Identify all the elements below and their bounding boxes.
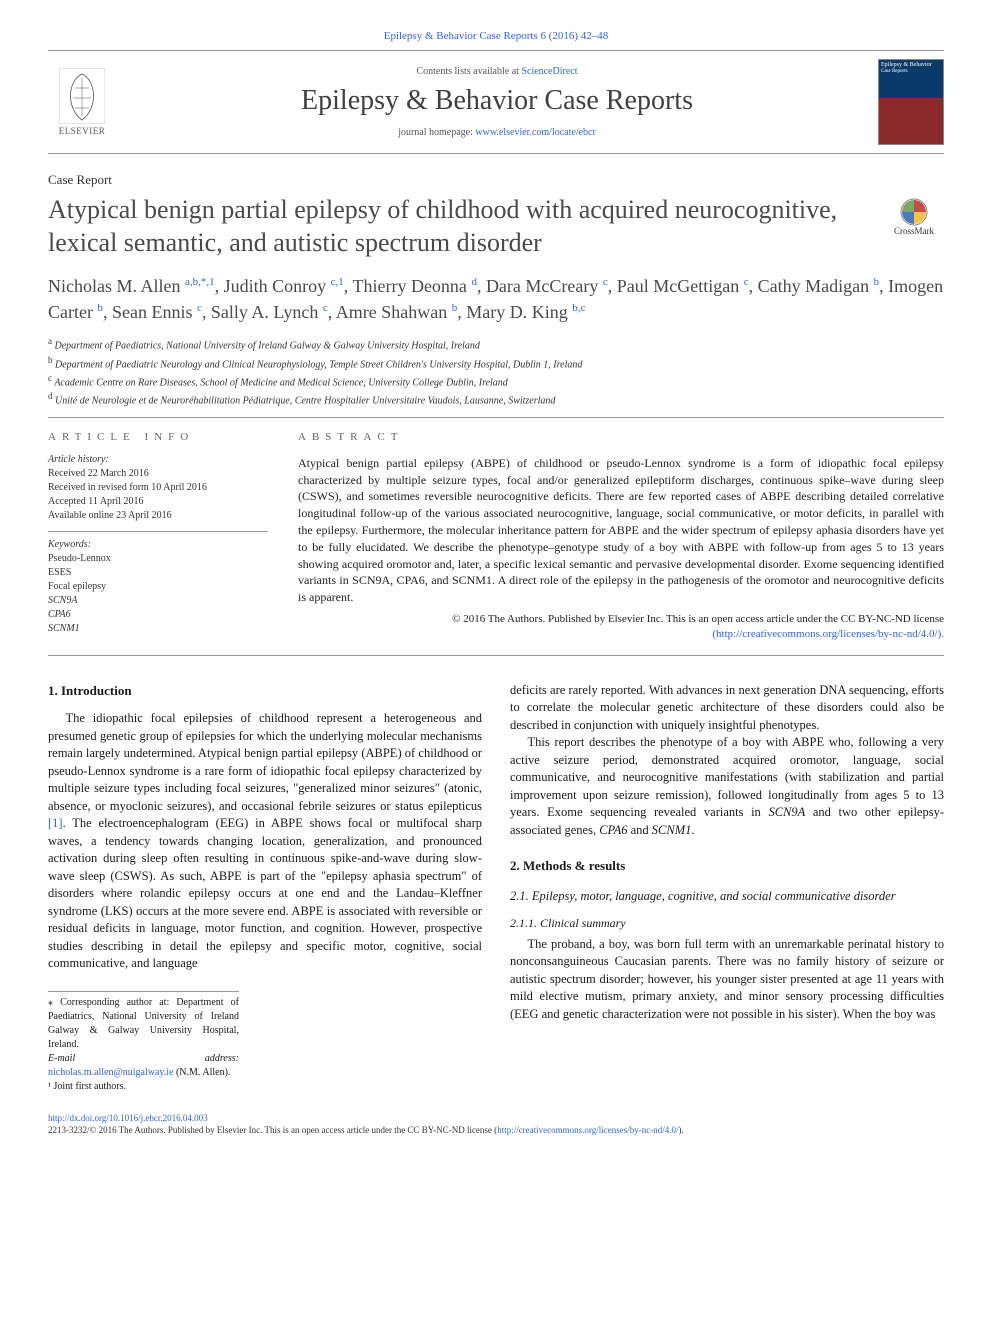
received-date: Received 22 March 2016 xyxy=(48,467,268,481)
author-name: Nicholas M. Allen xyxy=(48,276,185,296)
journal-header: ELSEVIER Contents lists available at Sci… xyxy=(48,50,944,154)
abstract-column: abstract Atypical benign partial epileps… xyxy=(298,418,944,655)
journal-cover-thumbnail: Epilepsy & Behavior Case Reports xyxy=(878,59,944,145)
author-name: , Judith Conroy xyxy=(215,276,331,296)
author-name: , Cathy Madigan xyxy=(749,276,874,296)
gene-scn9a: SCN9A xyxy=(768,805,805,819)
abstract-heading: abstract xyxy=(298,430,944,445)
keywords-label: Keywords: xyxy=(48,538,268,552)
cover-title: Epilepsy & Behavior xyxy=(881,62,941,69)
affiliation-text: Department of Paediatrics, National Univ… xyxy=(52,341,480,352)
author-name: , Thierry Deonna xyxy=(344,276,472,296)
affiliation-text: Academic Centre on Rare Diseases, School… xyxy=(52,377,508,388)
crossmark-label: CrossMark xyxy=(894,226,934,236)
footer-close: ). xyxy=(678,1125,683,1135)
section-2-1-heading: 2.1. Epilepsy, motor, language, cognitiv… xyxy=(510,888,944,906)
citation-line: Epilepsy & Behavior Case Reports 6 (2016… xyxy=(48,30,944,42)
clinical-summary-p1: The proband, a boy, was born full term w… xyxy=(510,936,944,1024)
keyword-item: Pseudo-Lennox xyxy=(48,552,268,566)
homepage-prefix: journal homepage: xyxy=(398,127,475,138)
author-name: , Sean Ennis xyxy=(103,302,197,322)
gene-cpa6: CPA6 xyxy=(599,823,627,837)
contents-line: Contents lists available at ScienceDirec… xyxy=(116,66,878,77)
keyword-item: ESES xyxy=(48,566,268,580)
accepted-date: Accepted 11 April 2016 xyxy=(48,495,268,509)
author-name: , Mary D. King xyxy=(457,302,572,322)
keyword-item: Focal epilepsy xyxy=(48,580,268,594)
crossmark-badge[interactable]: CrossMark xyxy=(884,198,944,236)
ref-1-link[interactable]: [1] xyxy=(48,816,63,830)
author-affiliation-marker: a,b,*,1 xyxy=(185,276,215,288)
article-info-column: article info Article history: Received 2… xyxy=(48,418,268,655)
affiliation-item: c Academic Centre on Rare Diseases, Scho… xyxy=(48,372,944,390)
affiliation-item: d Unité de Neurologie et de Neuroréhabil… xyxy=(48,390,944,408)
intro-p1a: The idiopathic focal epilepsies of child… xyxy=(48,711,482,813)
section-2-1-1-heading: 2.1.1. Clinical summary xyxy=(510,915,944,932)
affiliation-item: a Department of Paediatrics, National Un… xyxy=(48,335,944,353)
affiliation-text: Department of Paediatric Neurology and C… xyxy=(53,359,583,370)
joint-first-authors-note: ¹ Joint first authors. xyxy=(48,1080,239,1094)
journal-homepage-link[interactable]: www.elsevier.com/locate/ebcr xyxy=(475,127,595,138)
author-email-link[interactable]: nicholas.m.allen@nuigalway.ie xyxy=(48,1067,173,1078)
affiliation-list: a Department of Paediatrics, National Un… xyxy=(48,335,944,408)
author-name: , Paul McGettigan xyxy=(608,276,744,296)
article-body: 1. Introduction The idiopathic focal epi… xyxy=(48,682,944,1094)
article-type: Case Report xyxy=(48,172,944,188)
article-title: Atypical benign partial epilepsy of chil… xyxy=(48,194,872,259)
section-2-heading: 2. Methods & results xyxy=(510,857,944,875)
author-name: , Dara McCreary xyxy=(477,276,603,296)
author-affiliation-marker: c,1 xyxy=(331,276,344,288)
corresponding-author-note: ⁎ Corresponding author at: Department of… xyxy=(48,996,239,1052)
publisher-logo: ELSEVIER xyxy=(48,62,116,142)
cover-subtitle: Case Reports xyxy=(881,69,941,74)
intro-p2: deficits are rarely reported. With advan… xyxy=(510,682,944,735)
doi-link[interactable]: http://dx.doi.org/10.1016/j.ebcr.2016.04… xyxy=(48,1113,208,1123)
affiliation-text: Unité de Neurologie et de Neuroréhabilit… xyxy=(53,396,556,407)
email-who: (N.M. Allen). xyxy=(173,1067,230,1078)
intro-p3c: and xyxy=(627,823,651,837)
online-date: Available online 23 April 2016 xyxy=(48,509,268,523)
author-affiliation-marker: b,c xyxy=(572,302,585,314)
keyword-item: CPA6 xyxy=(48,608,268,622)
author-name: , Sally A. Lynch xyxy=(202,302,323,322)
keyword-item: SCNM1 xyxy=(48,622,268,636)
section-1-heading: 1. Introduction xyxy=(48,682,482,700)
publisher-name: ELSEVIER xyxy=(59,126,106,136)
keyword-item: SCN9A xyxy=(48,594,268,608)
gene-scnm1: SCNM1 xyxy=(652,823,692,837)
intro-p1b: . The electroencephalogram (EEG) in ABPE… xyxy=(48,816,482,970)
footer-license-link[interactable]: http://creativecommons.org/licenses/by-n… xyxy=(497,1125,678,1135)
email-label: E-mail address: xyxy=(48,1053,239,1064)
journal-name: Epilepsy & Behavior Case Reports xyxy=(116,85,878,117)
revised-date: Received in revised form 10 April 2016 xyxy=(48,481,268,495)
footnotes-block: ⁎ Corresponding author at: Department of… xyxy=(48,991,239,1094)
contents-prefix: Contents lists available at xyxy=(416,66,521,77)
copyright-text: © 2016 The Authors. Published by Elsevie… xyxy=(452,613,944,625)
abstract-text: Atypical benign partial epilepsy (ABPE) … xyxy=(298,455,944,606)
sciencedirect-link[interactable]: ScienceDirect xyxy=(521,66,577,77)
author-list: Nicholas M. Allen a,b,*,1, Judith Conroy… xyxy=(48,273,944,325)
homepage-line: journal homepage: www.elsevier.com/locat… xyxy=(116,127,878,138)
author-name: , Amre Shahwan xyxy=(328,302,452,322)
license-link[interactable]: (http://creativecommons.org/licenses/by-… xyxy=(712,628,944,640)
article-info-heading: article info xyxy=(48,430,268,445)
history-label: Article history: xyxy=(48,453,268,467)
affiliation-item: b Department of Paediatric Neurology and… xyxy=(48,354,944,372)
intro-p3d: . xyxy=(691,823,694,837)
page-footer: http://dx.doi.org/10.1016/j.ebcr.2016.04… xyxy=(48,1112,944,1137)
issn-line: 2213-3232/© 2016 The Authors. Published … xyxy=(48,1125,497,1135)
